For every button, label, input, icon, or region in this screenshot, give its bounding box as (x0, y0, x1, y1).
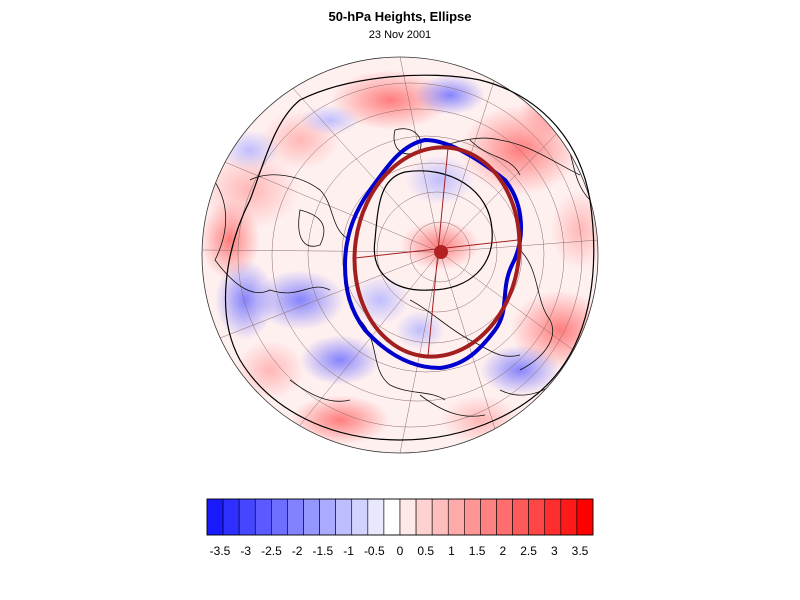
colorbar-swatch (222, 498, 240, 536)
height-contours (224, 74, 595, 441)
colorbar-swatch (576, 498, 594, 536)
colorbar-tick-label: 1 (448, 544, 455, 558)
colorbar-swatch (431, 498, 449, 536)
colorbar-tick-label: -3.5 (209, 544, 231, 558)
colorbar-tick-label: -2.5 (261, 544, 282, 558)
colorbar-tick-label: 3 (550, 544, 558, 558)
colorbar-swatch (480, 498, 497, 536)
colorbar-tick-label: -1.5 (312, 544, 334, 558)
colorbar-swatch (399, 498, 417, 536)
colorbar-swatch (367, 498, 385, 536)
colorbar-swatch (383, 498, 401, 536)
colorbar-tick-label: -3 (240, 544, 252, 558)
colorbar-swatch (238, 498, 256, 536)
colorbar-swatch (287, 498, 304, 536)
colorbar-swatch (319, 498, 336, 536)
colorbar-swatch (528, 498, 546, 536)
latitude-lines (237, 82, 583, 428)
colorbar-swatch (447, 498, 465, 536)
colorbar-swatch (351, 498, 369, 536)
colorbar-tick-label: 2.5 (520, 544, 537, 558)
colorbar-swatch (512, 498, 529, 536)
fitted-ellipse (352, 145, 522, 359)
colorbar-tick-label: 2 (499, 544, 507, 558)
colorbar-swatch (560, 498, 578, 536)
colorbar-swatch (271, 498, 288, 536)
colorbar-swatch (206, 498, 224, 536)
ellipse-center (434, 245, 448, 259)
colorbar-swatch (464, 498, 481, 536)
colorbar-tick-label: 3.5 (571, 544, 589, 558)
colorbar-swatch (303, 498, 320, 536)
colorbar-tick-label: -0.5 (363, 544, 385, 558)
colorbar-swatches (206, 498, 594, 536)
colorbar-swatch (496, 498, 513, 536)
blue-contour (342, 137, 523, 371)
colorbar-swatch (254, 498, 272, 536)
colorbar-tick-label: 0 (396, 544, 404, 558)
map-title: 50-hPa Heights, Ellipse (328, 9, 472, 24)
colorbar-swatch (544, 498, 562, 536)
colorbar-swatch (415, 498, 433, 536)
globe-outline (201, 56, 599, 454)
colorbar-tick-label: 0.5 (417, 544, 435, 558)
colorbar-tick-label: -1 (343, 544, 354, 558)
colorbar-tick-label: 1.5 (468, 544, 486, 558)
colorbar-swatch (335, 498, 353, 536)
colorbar-tick-label: -2 (291, 544, 303, 558)
map-date: 23 Nov 2001 (368, 29, 432, 41)
